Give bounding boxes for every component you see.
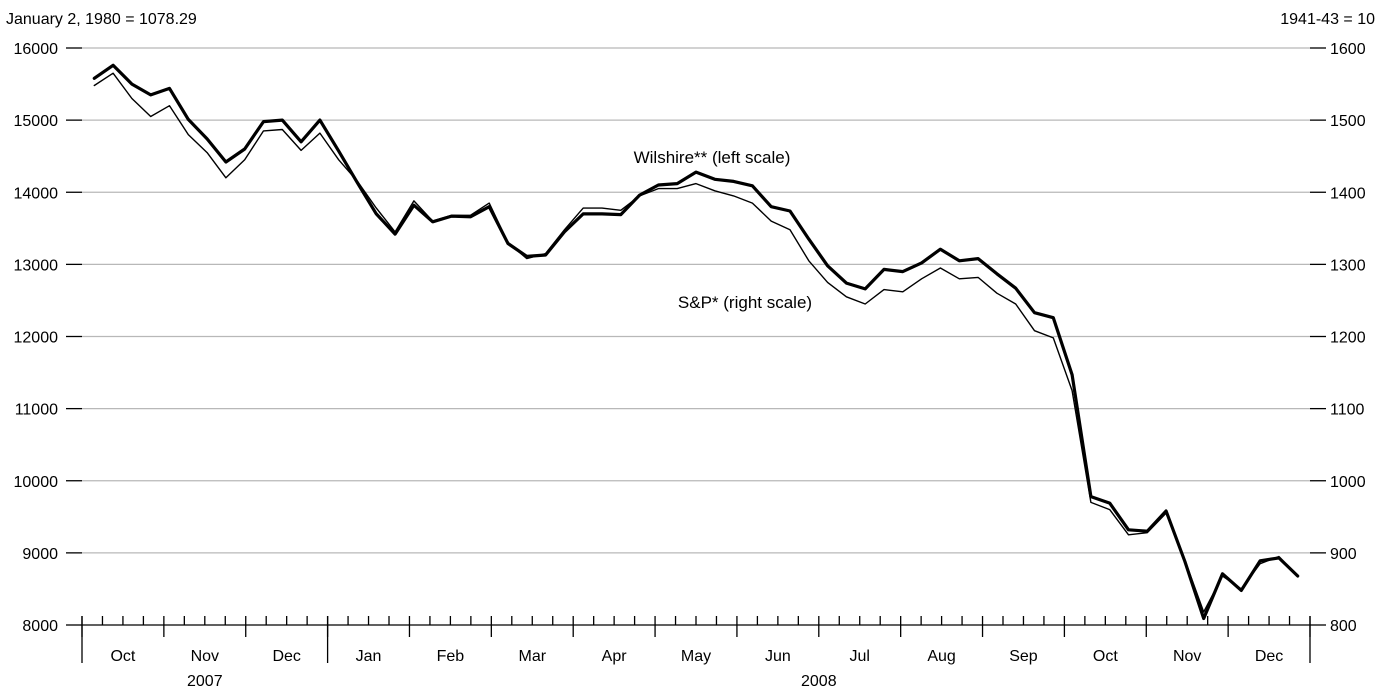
left-tick-label: 13000 (14, 257, 59, 274)
sp-series-line (93, 72, 1299, 613)
grid-lines (82, 47, 1310, 554)
month-label: Nov (191, 648, 219, 665)
month-label: Dec (1255, 648, 1283, 665)
series-lines (92, 63, 1300, 621)
month-label: May (681, 648, 711, 665)
left-axis-title: January 2, 1980 = 1078.29 (6, 11, 197, 28)
sp-annotation: S&P* (right scale) (678, 293, 812, 312)
right-tick-label: 1000 (1330, 474, 1366, 491)
month-label: Jan (356, 648, 382, 665)
right-tick-label: 1600 (1330, 41, 1366, 58)
left-tick-label: 15000 (14, 113, 59, 130)
month-label: Dec (272, 648, 300, 665)
right-tick-label: 1500 (1330, 113, 1366, 130)
right-tick-label: 1400 (1330, 185, 1366, 202)
wilshire-series-line (92, 63, 1300, 621)
left-tick-label: 11000 (15, 402, 58, 419)
wilshire-annotation: Wilshire** (left scale) (634, 148, 791, 167)
month-label: Jun (765, 648, 791, 665)
month-label: Mar (518, 648, 546, 665)
left-tick-label: 14000 (14, 185, 59, 202)
year-label: 2007 (187, 673, 223, 690)
right-axis-title: 1941-43 = 10 (1280, 11, 1375, 28)
tick-labels: 8000 9000 10000 11000 12000 13000 14000 15000 16… (14, 41, 1366, 690)
month-label: Aug (927, 648, 955, 665)
month-label: Nov (1173, 648, 1201, 665)
left-tick-label: 16000 (14, 41, 59, 58)
left-tick-label: 10000 (14, 474, 59, 491)
month-label: Sep (1009, 648, 1038, 665)
month-label: Apr (602, 648, 628, 665)
series-annotations: Wilshire** (left scale) S&P* (right scal… (634, 148, 812, 312)
left-tick-label: 8000 (22, 618, 58, 635)
left-tick-label: 9000 (22, 546, 58, 563)
right-tick-label: 800 (1330, 618, 1357, 635)
month-label: Feb (437, 648, 465, 665)
right-tick-label: 1100 (1330, 402, 1365, 419)
left-tick-label: 12000 (14, 330, 59, 347)
right-tick-label: 900 (1330, 546, 1357, 563)
axes (66, 47, 1326, 663)
year-label: 2008 (801, 673, 837, 690)
month-label: Jul (850, 648, 870, 665)
right-tick-label: 1300 (1330, 257, 1366, 274)
month-label: Oct (110, 648, 135, 665)
right-tick-label: 1200 (1330, 330, 1366, 347)
month-label: Oct (1093, 648, 1118, 665)
